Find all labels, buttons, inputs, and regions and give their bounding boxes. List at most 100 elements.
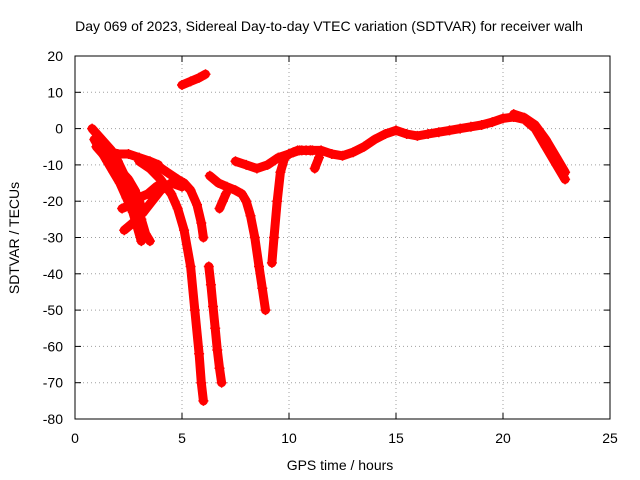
- trace-band: [177, 69, 210, 90]
- data-point-marker: [196, 377, 207, 388]
- data-point-marker: [194, 72, 205, 83]
- data-point-marker: [230, 156, 241, 167]
- data-point-marker: [455, 123, 466, 134]
- data-point-marker: [136, 236, 147, 247]
- data-point-marker: [348, 147, 359, 158]
- data-point-marker: [241, 159, 252, 170]
- series-pass-16: [508, 109, 571, 178]
- axis-ticks: 0 5 10 15 20 25 20 10 0 -10 -20 -30 -40 -50 -60 -70 -80: [43, 48, 618, 446]
- data-point-marker: [134, 192, 145, 203]
- data-point-marker: [487, 117, 498, 128]
- data-point-marker: [185, 261, 196, 272]
- data-point-marker: [337, 150, 348, 161]
- data-point-marker: [433, 127, 444, 138]
- y-tick-label: -70: [43, 375, 63, 391]
- y-tick-label: -30: [43, 230, 63, 246]
- data-point-marker: [257, 283, 268, 294]
- data-point-marker: [380, 129, 391, 139]
- data-point-marker: [127, 218, 138, 228]
- data-point-marker: [275, 167, 286, 178]
- y-axis-label: SDTVAR / TECUs: [6, 182, 22, 294]
- y-tick-label: -10: [43, 157, 63, 173]
- data-point-marker: [358, 141, 369, 152]
- data-point-marker: [412, 130, 423, 141]
- data-point-marker: [117, 167, 128, 178]
- data-point-marker: [198, 232, 209, 243]
- series-pass-10: [203, 261, 227, 388]
- data-point-marker: [162, 167, 172, 178]
- data-point-marker: [112, 149, 123, 159]
- data-point-marker: [294, 145, 305, 156]
- data-point-marker: [87, 123, 98, 134]
- data-point-marker: [194, 348, 205, 359]
- data-point-marker: [138, 207, 149, 218]
- data-point-marker: [560, 167, 571, 178]
- data-point-marker: [444, 125, 455, 136]
- data-point-marker: [249, 232, 260, 243]
- data-point-marker: [204, 170, 215, 181]
- series-pass-08: [140, 156, 209, 243]
- data-point-marker: [423, 129, 434, 139]
- data-point-marker: [140, 156, 151, 167]
- data-point-marker: [326, 149, 337, 159]
- data-point-marker: [110, 159, 121, 170]
- data-point-marker: [217, 196, 228, 207]
- data-point-marker: [272, 196, 283, 207]
- data-point-marker: [119, 225, 130, 236]
- series-pass-11: [204, 170, 271, 316]
- data-point-marker: [189, 305, 200, 316]
- data-point-marker: [214, 363, 225, 374]
- data-point-marker: [530, 120, 541, 130]
- data-point-marker: [179, 178, 190, 188]
- data-point-marker: [144, 236, 155, 247]
- data-point-marker: [91, 141, 102, 152]
- data-point-marker: [309, 163, 320, 174]
- data-traces: [87, 69, 571, 406]
- data-point-marker: [121, 192, 132, 203]
- data-point-marker: [208, 301, 218, 312]
- data-point-marker: [254, 261, 264, 272]
- data-point-marker: [273, 152, 284, 163]
- series-pass-09: [177, 69, 211, 90]
- data-point-marker: [236, 188, 247, 199]
- data-point-marker: [198, 395, 209, 406]
- data-point-marker: [540, 134, 551, 145]
- data-point-marker: [216, 377, 227, 388]
- data-point-marker: [185, 185, 196, 196]
- data-point-marker: [391, 125, 401, 136]
- y-tick-label: 10: [47, 84, 63, 100]
- data-point-marker: [305, 145, 316, 156]
- data-point-marker: [127, 207, 138, 218]
- data-point-marker: [129, 185, 140, 196]
- y-tick-label: -50: [43, 302, 63, 318]
- x-tick-label: 0: [71, 430, 79, 446]
- data-point-marker: [401, 129, 412, 139]
- data-point-marker: [155, 174, 166, 185]
- data-point-marker: [230, 185, 241, 196]
- data-point-marker: [241, 196, 252, 207]
- y-tick-label: -40: [43, 266, 63, 282]
- data-point-marker: [200, 69, 211, 80]
- data-point-marker: [177, 80, 187, 90]
- data-point-marker: [172, 203, 183, 214]
- x-tick-label: 20: [495, 430, 511, 446]
- data-point-marker: [179, 225, 190, 236]
- grid-lines: [75, 56, 610, 419]
- data-point-marker: [476, 120, 487, 130]
- series-pass-15: [309, 152, 324, 174]
- data-point-marker: [251, 163, 262, 174]
- data-point-marker: [192, 199, 202, 210]
- data-point-marker: [104, 156, 115, 167]
- y-tick-label: -20: [43, 193, 63, 209]
- data-point-marker: [123, 149, 134, 159]
- data-point-marker: [314, 152, 324, 163]
- data-point-marker: [123, 174, 134, 185]
- data-point-marker: [151, 159, 162, 170]
- data-point-marker: [185, 76, 196, 87]
- data-point-marker: [172, 174, 183, 185]
- data-point-marker: [369, 134, 380, 145]
- data-point-marker: [260, 305, 271, 316]
- data-point-marker: [142, 188, 153, 199]
- data-point-marker: [465, 121, 476, 132]
